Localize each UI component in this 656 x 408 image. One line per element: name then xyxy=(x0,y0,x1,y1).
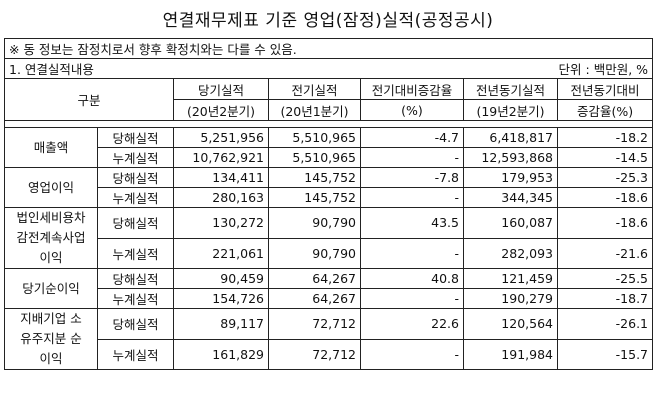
page-title: 연결재무제표 기준 영업(잠정)실적(공정공시) xyxy=(162,11,494,31)
cell-previous: 145,752 xyxy=(268,187,361,208)
cell-yoy: 121,459 xyxy=(463,268,558,289)
period-label: 누계실적 xyxy=(97,147,174,168)
header-yoy-rate-line1: 전년동기대비 xyxy=(556,78,654,100)
cell-previous: 90,790 xyxy=(268,207,361,239)
cell-yoy-rate: -18.6 xyxy=(556,187,654,208)
header-qoq: 전기대비증감율 xyxy=(360,78,464,100)
table-row: 당기순이익 당해실적 90,459 64,267 40.8 121,459 -2… xyxy=(4,268,654,309)
table-row: 지배기업 소 유주지분 순 이익 당해실적 89,117 72,712 22.6 1… xyxy=(4,308,654,370)
earnings-table: ※ 동 정보는 잠정치로서 향후 확정치와는 다를 수 있음. 1. 연결실적내… xyxy=(3,38,654,370)
period-label: 당해실적 xyxy=(97,207,174,239)
cell-qoq: - xyxy=(360,288,464,309)
cell-yoy-rate: -21.6 xyxy=(556,237,654,269)
cell-yoy: 191,984 xyxy=(463,338,558,370)
cell-qoq: 40.8 xyxy=(360,268,464,289)
row-name: 당기순이익 xyxy=(4,268,98,309)
period-label: 당해실적 xyxy=(97,268,174,289)
row-name: 영업이익 xyxy=(4,167,98,208)
header-current: 당기실적 xyxy=(173,78,269,100)
row-name: 지배기업 소 유주지분 순 이익 xyxy=(4,308,98,370)
cell-current: 161,829 xyxy=(173,338,269,370)
cell-qoq: - xyxy=(360,237,464,269)
table-row: 영업이익 당해실적 134,411 145,752 -7.8 179,953 -… xyxy=(4,167,654,208)
cell-current: 90,459 xyxy=(173,268,269,289)
cell-yoy: 344,345 xyxy=(463,187,558,208)
row-name: 법인세비용차 감전계속사업 이익 xyxy=(4,207,98,269)
cell-qoq: 43.5 xyxy=(360,207,464,239)
cell-current: 10,762,921 xyxy=(173,147,269,168)
cell-previous: 5,510,965 xyxy=(268,127,361,148)
cell-previous: 64,267 xyxy=(268,268,361,289)
header-previous-period: (20년1분기) xyxy=(268,99,361,121)
cell-qoq: - xyxy=(360,338,464,370)
section-header: 1. 연결실적내용 단위 : 백만원, % xyxy=(3,58,654,79)
cell-previous: 90,790 xyxy=(268,237,361,269)
header-current-period: (20년2분기) xyxy=(173,99,269,121)
cell-current: 280,163 xyxy=(173,187,269,208)
period-label: 당해실적 xyxy=(97,167,174,188)
cell-current: 134,411 xyxy=(173,167,269,188)
cell-current: 5,251,956 xyxy=(173,127,269,148)
cell-yoy-rate: -26.1 xyxy=(556,308,654,340)
cell-yoy: 12,593,868 xyxy=(463,147,558,168)
cell-previous: 64,267 xyxy=(268,288,361,309)
cell-yoy: 120,564 xyxy=(463,308,558,340)
period-label: 당해실적 xyxy=(97,127,174,148)
cell-previous: 72,712 xyxy=(268,308,361,340)
table-row: 누계실적 10,762,921 5,510,965 - 12,593,868 -… xyxy=(5,147,654,168)
period-label: 당해실적 xyxy=(97,308,174,340)
cell-yoy-rate: -18.2 xyxy=(556,127,654,148)
row-name: 매출액 xyxy=(4,127,98,168)
cell-yoy: 282,093 xyxy=(463,237,558,269)
cell-yoy-rate: -25.3 xyxy=(556,167,654,188)
header-yoy-rate-line2: 증감율(%) xyxy=(556,99,654,121)
table-row: 누계실적 154,726 64,267 - 190,279 -18.7 xyxy=(5,288,654,309)
cell-previous: 145,752 xyxy=(268,167,361,188)
cell-previous: 5,510,965 xyxy=(268,147,361,168)
cell-yoy-rate: -18.6 xyxy=(556,207,654,239)
cell-yoy-rate: -25.5 xyxy=(556,268,654,289)
cell-current: 130,272 xyxy=(173,207,269,239)
cell-qoq: - xyxy=(360,187,464,208)
cell-yoy: 6,418,817 xyxy=(463,127,558,148)
cell-current: 89,117 xyxy=(173,308,269,340)
period-label: 누계실적 xyxy=(97,288,174,309)
table-row: 누계실적 221,061 90,790 - 282,093 -21.6 xyxy=(5,237,654,269)
cell-previous: 72,712 xyxy=(268,338,361,370)
table-row: 매출액 당해실적 5,251,956 5,510,965 -4.7 6,418,… xyxy=(4,127,654,168)
table-row: 누계실적 161,829 72,712 - 191,984 -15.7 xyxy=(5,338,654,370)
cell-qoq: -7.8 xyxy=(360,167,464,188)
period-label: 누계실적 xyxy=(97,187,174,208)
cell-yoy: 190,279 xyxy=(463,288,558,309)
table-row: 누계실적 280,163 145,752 - 344,345 -18.6 xyxy=(5,187,654,208)
header-yoy-period: (19년2분기) xyxy=(463,99,558,121)
cell-yoy: 179,953 xyxy=(463,167,558,188)
unit-label: 단위 : 백만원, % xyxy=(558,62,649,77)
cell-yoy: 160,087 xyxy=(463,207,558,239)
cell-yoy-rate: -15.7 xyxy=(556,338,654,370)
cell-qoq: - xyxy=(360,147,464,168)
header-yoy-actual: 전년동기실적 xyxy=(463,78,558,100)
table-row: 법인세비용차 감전계속사업 이익 당해실적 130,272 90,790 43.5 … xyxy=(4,207,654,269)
cell-current: 221,061 xyxy=(173,237,269,269)
cell-yoy-rate: -18.7 xyxy=(556,288,654,309)
disclaimer-notice: ※ 동 정보는 잠정치로서 향후 확정치와는 다를 수 있음. xyxy=(3,38,654,59)
cell-qoq: 22.6 xyxy=(360,308,464,340)
cell-current: 154,726 xyxy=(173,288,269,309)
period-label: 누계실적 xyxy=(97,237,174,269)
header-qoq-unit: (%) xyxy=(360,99,464,121)
cell-yoy-rate: -14.5 xyxy=(556,147,654,168)
cell-qoq: -4.7 xyxy=(360,127,464,148)
header-category: 구분 xyxy=(4,78,174,121)
section-label: 1. 연결실적내용 xyxy=(9,62,94,77)
period-label: 누계실적 xyxy=(97,338,174,370)
header-previous: 전기실적 xyxy=(268,78,361,100)
